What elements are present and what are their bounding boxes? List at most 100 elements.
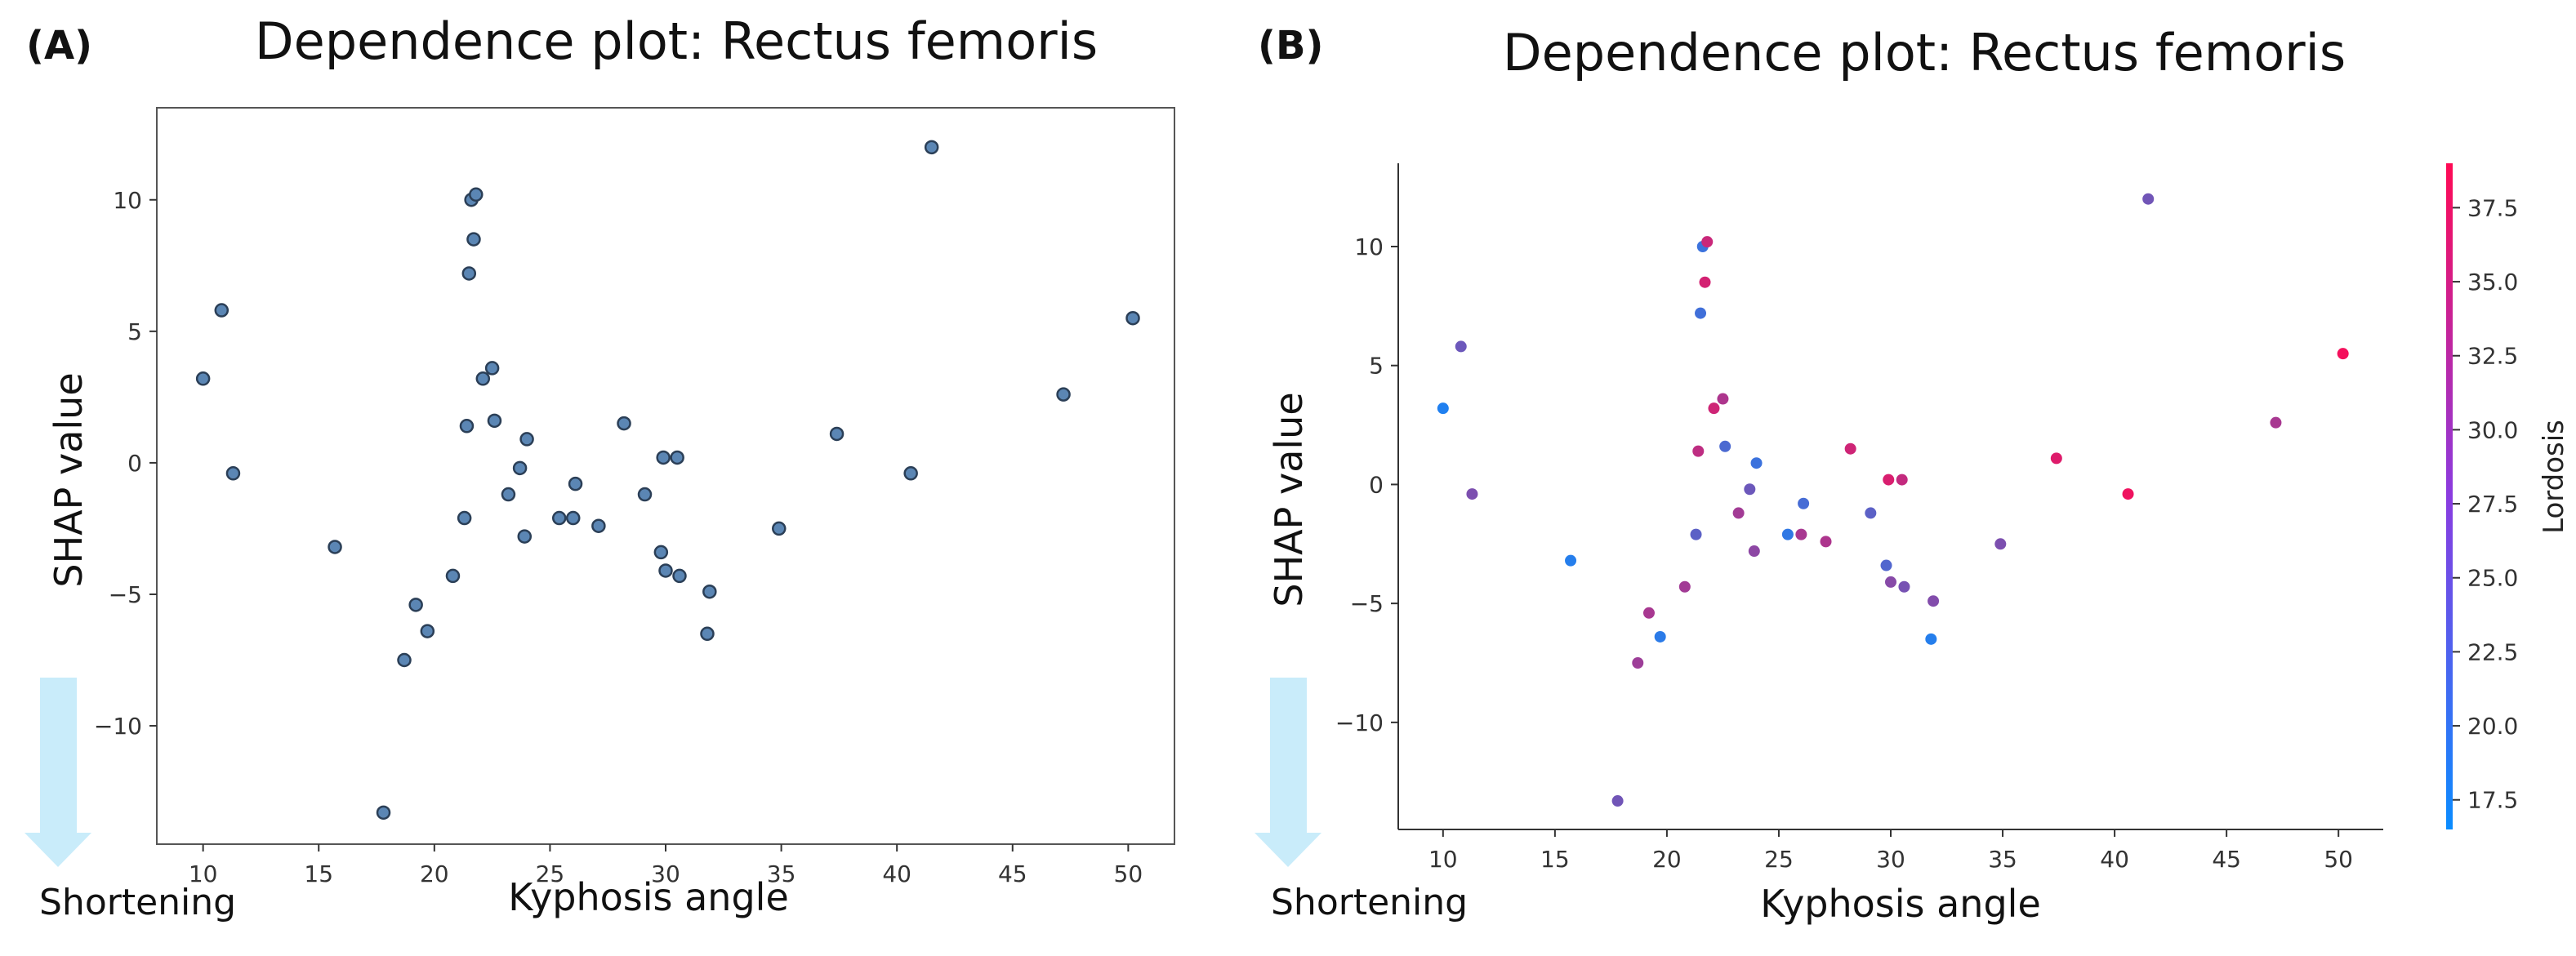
panel-b-data-point bbox=[1437, 402, 1449, 415]
panel-a-shortening-label: Shortening bbox=[39, 882, 236, 923]
panel-a-data-point bbox=[517, 529, 533, 544]
panel-a-x-tick-label: 25 bbox=[536, 860, 565, 887]
panel-a-plot: 10 15 20 25 30 35 40 45 50 −10 −5 0 5 10 bbox=[94, 107, 1175, 887]
panel-a-x-tick-label: 10 bbox=[189, 860, 218, 887]
panel-a-shortening-arrow bbox=[25, 678, 91, 867]
panel-b-y-tick-label: 10 bbox=[1354, 233, 1384, 260]
panel-a-x-tick-label: 45 bbox=[998, 860, 1027, 887]
panel-a-title: Dependence plot: Rectus femoris bbox=[255, 11, 1098, 71]
panel-a-data-point bbox=[445, 568, 461, 584]
panel-b-data-point bbox=[1719, 440, 1731, 452]
panel-b-data-point bbox=[1750, 457, 1763, 469]
panel-a-x-tick-label: 35 bbox=[767, 860, 796, 887]
colorbar-tick-label: 20.0 bbox=[2467, 713, 2518, 740]
panel-b-x-tick-label: 15 bbox=[1540, 846, 1570, 873]
colorbar: 17.5 20.0 22.5 25.0 27.5 30.0 32.5 35.0 37.5 bbox=[2446, 163, 2518, 829]
panel-b-data-point bbox=[1695, 307, 1707, 319]
panel-a-plot-frame bbox=[156, 107, 1175, 845]
panel-a-data-point bbox=[653, 545, 669, 560]
panel-b-data-point bbox=[2142, 193, 2155, 205]
panel-b-data-point bbox=[1748, 545, 1760, 558]
panel-b-data-point bbox=[2270, 416, 2282, 429]
panel-a-x-tick-label: 40 bbox=[882, 860, 911, 887]
panel-b-data-point bbox=[1844, 442, 1856, 455]
panel-a-data-point bbox=[408, 598, 423, 612]
panel-a-data-point bbox=[501, 487, 516, 502]
panel-b-label: (B) bbox=[1258, 23, 1323, 69]
colorbar-gradient bbox=[2446, 163, 2453, 829]
panel-b-x-tick-label: 50 bbox=[2324, 846, 2353, 873]
panel-b-x-tick-label: 10 bbox=[1428, 846, 1458, 873]
panel-a-y-tick-label: −5 bbox=[109, 581, 142, 608]
panel-b-data-point bbox=[2050, 452, 2062, 465]
panel-b-data-point bbox=[1880, 559, 1892, 571]
panel-a-data-point bbox=[328, 540, 342, 554]
panel-a-data-point bbox=[376, 805, 391, 820]
colorbar-tick-label: 17.5 bbox=[2467, 787, 2518, 814]
panel-b-data-point bbox=[1654, 630, 1666, 643]
panel-a-data-point bbox=[700, 626, 715, 642]
panel-a-data-point bbox=[225, 466, 241, 481]
panel-a-data-point bbox=[519, 432, 534, 447]
panel-b-data-point bbox=[1678, 580, 1691, 593]
panel-b-x-tick-label: 30 bbox=[1876, 846, 1905, 873]
panel-b-y-tick-label: 0 bbox=[1369, 471, 1384, 498]
panel-a-data-point bbox=[461, 266, 477, 281]
colorbar-tick-label: 35.0 bbox=[2467, 269, 2518, 296]
panel-b-data-point bbox=[1928, 595, 1940, 607]
panel-b-data-point bbox=[2337, 348, 2349, 360]
panel-a-y-tick-label: 10 bbox=[113, 187, 142, 214]
panel-a-data-point bbox=[1056, 387, 1071, 402]
panel-a-data-point bbox=[772, 521, 787, 536]
colorbar-label: Lordosis bbox=[2538, 420, 2570, 534]
panel-a-data-point bbox=[903, 466, 918, 481]
panel-a-data-point bbox=[420, 624, 435, 638]
colorbar-tick-label: 30.0 bbox=[2467, 416, 2518, 443]
panel-b-data-point bbox=[1865, 507, 1877, 519]
panel-a-data-point bbox=[617, 416, 631, 431]
panel-b-data-point bbox=[1795, 528, 1807, 540]
panel-a-data-point bbox=[457, 510, 472, 526]
panel-a-label: (A) bbox=[26, 23, 92, 69]
panel-b-data-point bbox=[1692, 445, 1705, 457]
panel-a-data-point bbox=[1125, 310, 1140, 326]
panel-a-data-point bbox=[565, 510, 581, 526]
panel-b-data-point bbox=[1896, 474, 1908, 486]
panel-a-data-point bbox=[568, 476, 583, 491]
panel-b-data-point bbox=[2122, 488, 2134, 500]
panel-b-x-tick-label: 20 bbox=[1652, 846, 1682, 873]
panel-a-data-point bbox=[484, 361, 500, 376]
panel-a-y-tick-label: −10 bbox=[94, 713, 142, 740]
panel-b-x-tick-label: 40 bbox=[2100, 846, 2129, 873]
panel-a-y-tick-label: 0 bbox=[127, 450, 142, 477]
panel-b-data-point bbox=[1885, 576, 1896, 588]
panel-b-ylabel: SHAP value bbox=[1267, 392, 1311, 607]
panel-b-y-tick-label: 5 bbox=[1369, 353, 1384, 380]
panel-a-data-point bbox=[702, 584, 717, 599]
panel-b-data-point bbox=[1642, 607, 1655, 619]
panel-b-plot: 10 15 20 25 30 35 40 45 50 −10 −5 0 5 10 bbox=[1335, 163, 2383, 873]
panel-b-data-point bbox=[1708, 402, 1720, 415]
panel-a-ylabel: SHAP value bbox=[47, 372, 91, 587]
panel-b-xlabel: Kyphosis angle bbox=[1760, 882, 2041, 926]
panel-a-x-tick-label: 50 bbox=[1114, 860, 1143, 887]
panel-b-data-point bbox=[1701, 236, 1714, 248]
colorbar-tick-label: 25.0 bbox=[2467, 565, 2518, 592]
panel-b-data-point bbox=[1820, 536, 1832, 548]
panel-b-data-point bbox=[1732, 507, 1745, 519]
panel-a-x-tick-label: 20 bbox=[420, 860, 449, 887]
panel-a-data-point bbox=[459, 419, 475, 434]
panel-b-data-point bbox=[1690, 528, 1702, 540]
panel-b-data-point bbox=[1717, 393, 1729, 405]
panel-b-data-point bbox=[1883, 474, 1895, 486]
panel-a-x-tick-label: 30 bbox=[651, 860, 680, 887]
panel-a-data-point bbox=[924, 140, 939, 155]
panel-a-data-point bbox=[466, 232, 481, 247]
panel-b-data-point bbox=[1781, 528, 1794, 540]
panel-b-data-point bbox=[1994, 538, 2007, 550]
panel-b-data-point bbox=[1466, 488, 1478, 500]
panel-b-x-tick-label: 35 bbox=[1988, 846, 2017, 873]
panel-b-data-point bbox=[1925, 633, 1937, 645]
panel-b-shortening-arrow bbox=[1255, 678, 1321, 867]
colorbar-tick-label: 32.5 bbox=[2467, 343, 2518, 370]
